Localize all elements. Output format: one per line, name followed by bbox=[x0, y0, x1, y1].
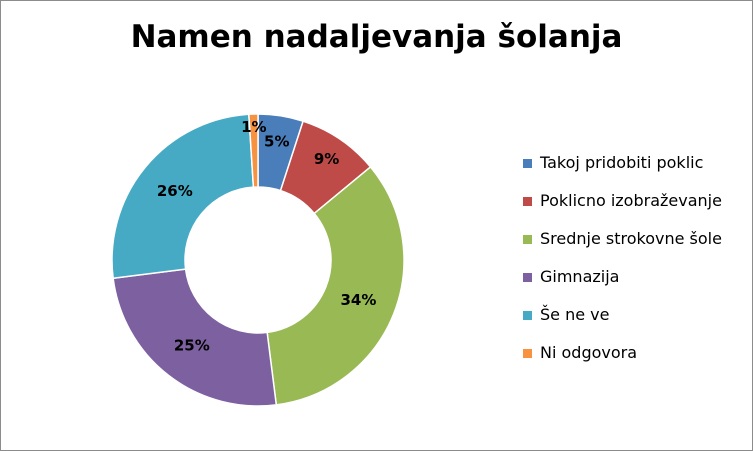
slice-ni-odgovora bbox=[248, 113, 259, 188]
legend-item-poklicno-izobrazevanje: Poklicno izobraževanje bbox=[523, 189, 722, 227]
legend-swatch bbox=[523, 197, 532, 206]
slice-gimnazija bbox=[112, 268, 278, 407]
legend-label: Gimnazija bbox=[540, 267, 620, 286]
data-label-gimnazija: 25% bbox=[174, 336, 210, 354]
legend-swatch bbox=[523, 235, 532, 244]
slice-se-ne-ve bbox=[111, 113, 255, 280]
legend-item-gimnazija: Gimnazija bbox=[523, 265, 722, 303]
legend-label: Ni odgovora bbox=[540, 343, 638, 362]
data-label-srednje-strokovne-sole: 34% bbox=[340, 291, 376, 309]
legend-item-srednje-strokovne-sole: Srednje strokovne šole bbox=[523, 227, 722, 265]
chart-legend: Takoj pridobiti poklic Poklicno izobražev… bbox=[523, 151, 722, 379]
legend-item-ni-odgovora: Ni odgovora bbox=[523, 341, 722, 379]
legend-swatch bbox=[523, 159, 532, 168]
legend-item-takoj-pridobiti-poklic: Takoj pridobiti poklic bbox=[523, 151, 722, 189]
data-label-ni-odgovora: 1% bbox=[241, 118, 266, 136]
data-label-se-ne-ve: 26% bbox=[157, 182, 193, 200]
legend-swatch bbox=[523, 273, 532, 282]
legend-swatch bbox=[523, 349, 532, 358]
legend-swatch bbox=[523, 311, 532, 320]
data-label-poklicno-izobrazevanje: 9% bbox=[314, 150, 339, 168]
slice-srednje-strokovne-sole bbox=[266, 165, 405, 406]
legend-label: Poklicno izobraževanje bbox=[540, 191, 722, 210]
data-label-takoj-pridobiti-poklic: 5% bbox=[264, 132, 289, 150]
legend-item-se-ne-ve: Še ne ve bbox=[523, 303, 722, 341]
legend-label: Še ne ve bbox=[540, 305, 610, 324]
legend-label: Takoj pridobiti poklic bbox=[540, 153, 704, 172]
chart-title: Namen nadaljevanja šolanja bbox=[130, 19, 623, 55]
legend-label: Srednje strokovne šole bbox=[540, 229, 722, 248]
